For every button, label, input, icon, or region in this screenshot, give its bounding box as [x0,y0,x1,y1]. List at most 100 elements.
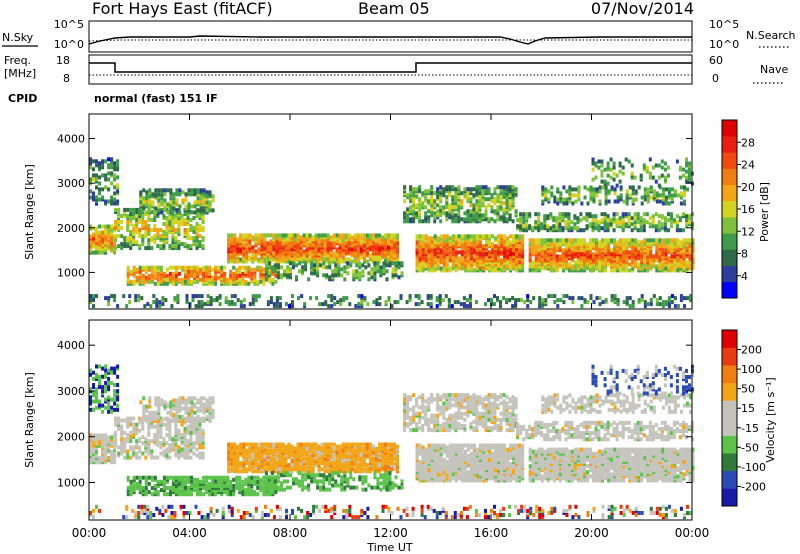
scatter-cell [393,251,396,256]
scatter-cell [364,265,368,270]
scatter-cell [673,248,677,253]
scatter-cell [430,195,434,200]
scatter-cell [184,279,187,284]
scatter-cell [337,263,341,268]
scatter-cell [654,224,658,229]
scatter-cell [195,212,199,216]
scatter-cell [457,234,461,239]
scatter-cell [123,207,127,212]
scatter-cell [141,234,145,239]
scatter-cell [162,453,166,458]
scatter-cell [484,205,488,210]
scatter-cell [505,217,509,222]
scatter-cell [241,265,245,270]
scatter-cell [229,273,233,278]
scatter-cell [522,220,526,225]
scatter-cell [299,235,303,240]
scatter-cell [276,263,280,268]
scatter-cell [582,228,586,233]
scatter-cell [114,246,118,251]
scatter-cell [171,234,175,239]
scatter-cell [311,251,315,256]
scatter-cell [577,185,581,190]
scatter-cell [183,437,187,442]
scatter-cell [562,185,566,190]
scatter-cell [135,422,139,427]
scatter-cell [135,439,139,444]
scatter-cell [415,240,419,245]
scatter-cell [359,247,363,252]
scatter-cell [233,302,237,307]
scatter-cell [514,302,518,307]
scatter-cell [603,179,607,184]
scatter-cell [89,165,92,170]
scatter-cell [350,259,354,264]
scatter-cell [541,185,545,190]
scatter-cell [152,300,156,305]
scatter-cell [126,424,130,429]
scatter-cell [104,173,108,178]
scatter-cell [657,163,661,168]
scatter-cell [138,269,142,274]
scatter-cell [493,187,497,192]
scatter-cell [418,215,422,220]
scatter-cell [317,257,321,262]
scatter-cell [616,254,620,259]
scatter-cell [421,262,425,267]
scatter-cell [107,296,111,301]
scatter-cell [391,273,395,278]
scatter-cell [116,304,120,309]
scatter-cell [217,265,221,270]
scatter-cell [254,294,258,299]
power-ylabel: Slant Range [km] [23,164,36,260]
scatter-cell [597,220,601,225]
scatter-cell [101,165,105,170]
scatter-cell [189,441,193,446]
scatter-cell [92,460,95,465]
scatter-cell [589,238,592,243]
scatter-cell [589,193,593,198]
scatter-cell [519,212,523,217]
scatter-cell [244,269,248,274]
scatter-cell [147,279,151,284]
scatter-cell [622,199,626,204]
scatter-cell [384,247,387,252]
scatter-cell [589,185,593,190]
scatter-cell [107,458,111,463]
scatter-cell [472,238,476,243]
scatter-cell [496,193,500,198]
scatter-cell [625,296,629,301]
scatter-cell [332,233,336,238]
scatter-cell [190,404,194,409]
scatter-cell [365,251,369,256]
scatter-cell [132,484,136,488]
scatter-cell [153,435,157,439]
scatter-cell [175,412,179,417]
scatter-cell [260,233,264,238]
scatter-cell [192,430,196,435]
scatter-cell [192,236,196,241]
scatter-cell [154,192,158,197]
scatter-cell [424,256,428,261]
scatter-cell [132,228,136,232]
scatter-cell [503,264,507,269]
scatter-cell [198,422,202,427]
scatter-cell [141,210,145,214]
scatter-cell [193,402,197,407]
scatter-cell [135,218,139,222]
scatter-cell [189,435,193,439]
scatter-cell [168,455,172,460]
scatter-cell [375,302,379,307]
scatter-cell [543,238,547,243]
freq-label: Freq. [4,54,31,67]
scatter-cell [126,214,130,218]
scatter-cell [205,414,209,419]
scatter-cell [600,226,604,231]
scatter-cell [682,266,686,271]
scatter-cell [606,218,610,223]
power-image [89,157,695,309]
scatter-cell [117,445,121,450]
scatter-cell [156,234,160,239]
scatter-cell [92,195,95,200]
